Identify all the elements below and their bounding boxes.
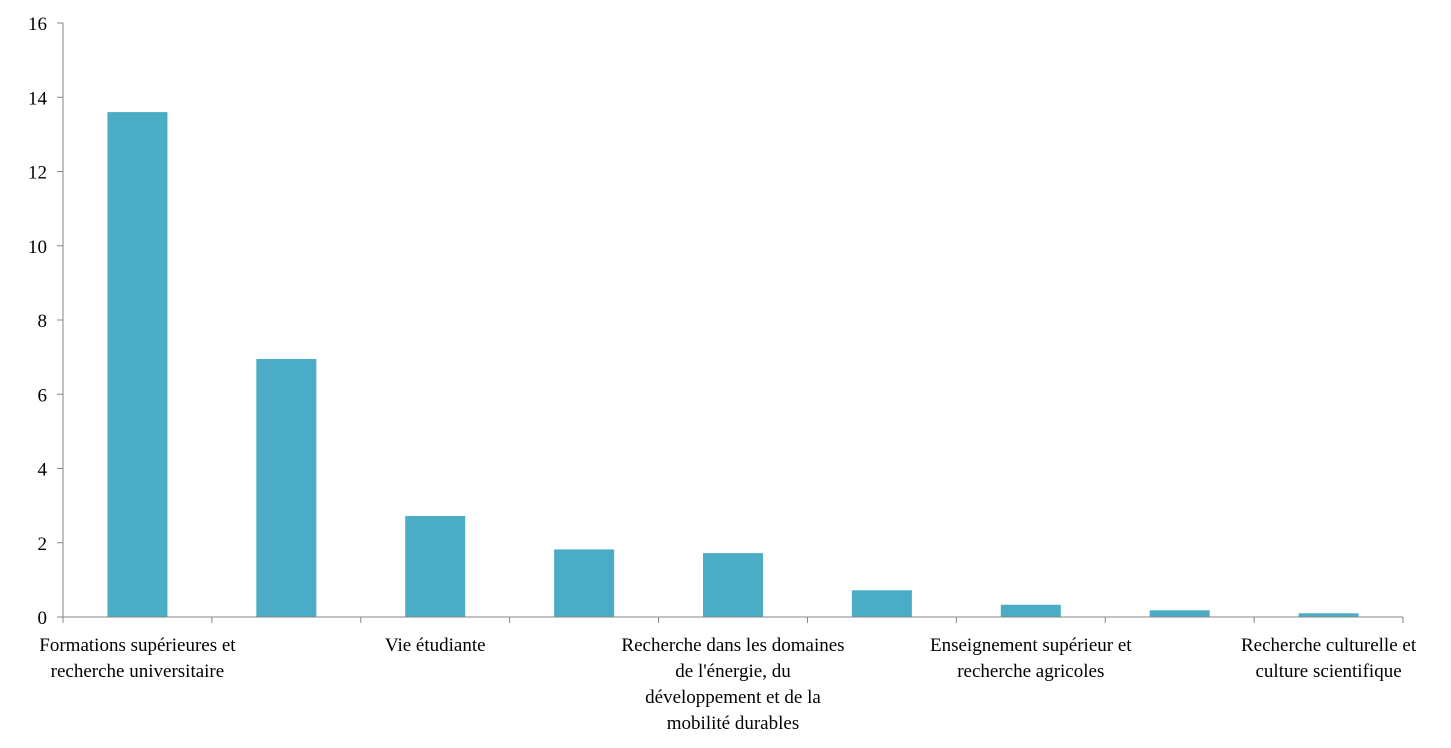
y-tick-label: 14: [28, 88, 48, 109]
y-tick-label: 12: [28, 163, 47, 184]
x-axis-labels: Formations supérieures et recherche unive…: [39, 635, 1417, 734]
bar: [256, 358, 317, 617]
y-axis-ticks: 0 2 4 6 8 10 12 14 16: [28, 14, 63, 629]
bar: [1000, 604, 1061, 617]
y-tick-label: 10: [28, 237, 47, 258]
y-tick-label: 2: [38, 534, 48, 555]
x-tick-label: Recherche dans les domaines de l'énergie,…: [621, 635, 844, 734]
bar: [1298, 613, 1359, 617]
y-tick-label: 4: [38, 460, 48, 481]
bar: [405, 516, 466, 617]
bar: [703, 553, 763, 617]
y-tick-label: 6: [38, 385, 48, 406]
x-tick-label: Formations supérieures et recherche unive…: [39, 635, 236, 682]
bars: [107, 112, 1359, 617]
bar: [107, 112, 168, 617]
y-tick-label: 0: [38, 608, 48, 629]
x-tick-label: Recherche culturelle et culture scientifi…: [1241, 635, 1417, 682]
y-tick-label: 16: [28, 14, 47, 35]
bar: [851, 590, 912, 617]
x-tick-label: Enseignement supérieur et recherche agric…: [930, 635, 1132, 682]
x-tick-label: Vie étudiante: [385, 635, 486, 656]
x-axis-ticks: [62, 617, 1404, 623]
bar: [554, 549, 615, 617]
bar: [1149, 610, 1210, 617]
y-tick-label: 8: [38, 311, 48, 332]
